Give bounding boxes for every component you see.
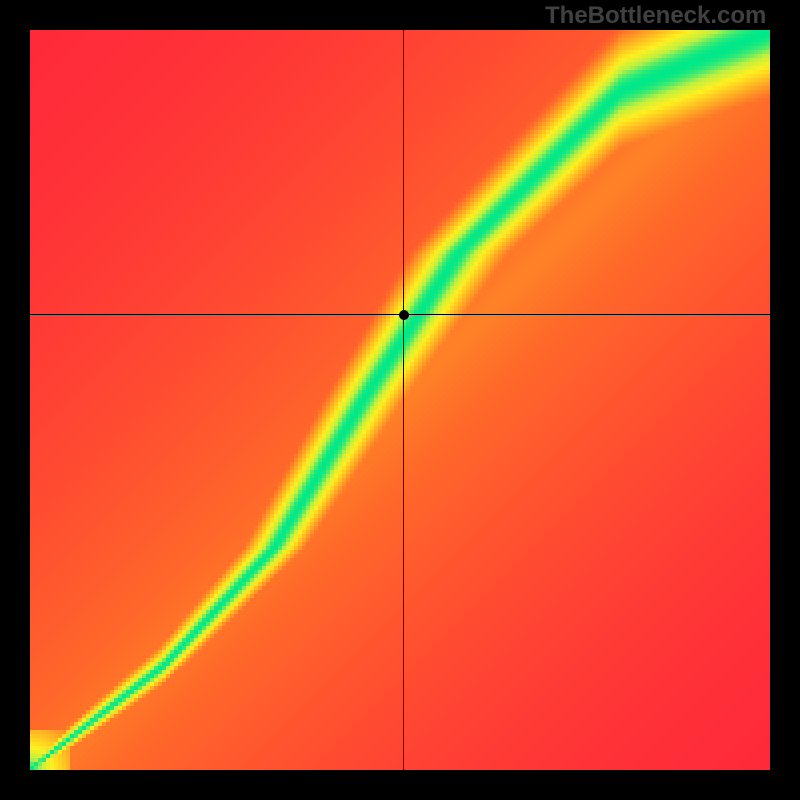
attribution-text: TheBottleneck.com: [545, 2, 766, 30]
crosshair-vertical-line: [403, 30, 404, 770]
crosshair-marker: [399, 310, 409, 320]
bottleneck-heatmap: [30, 30, 770, 770]
